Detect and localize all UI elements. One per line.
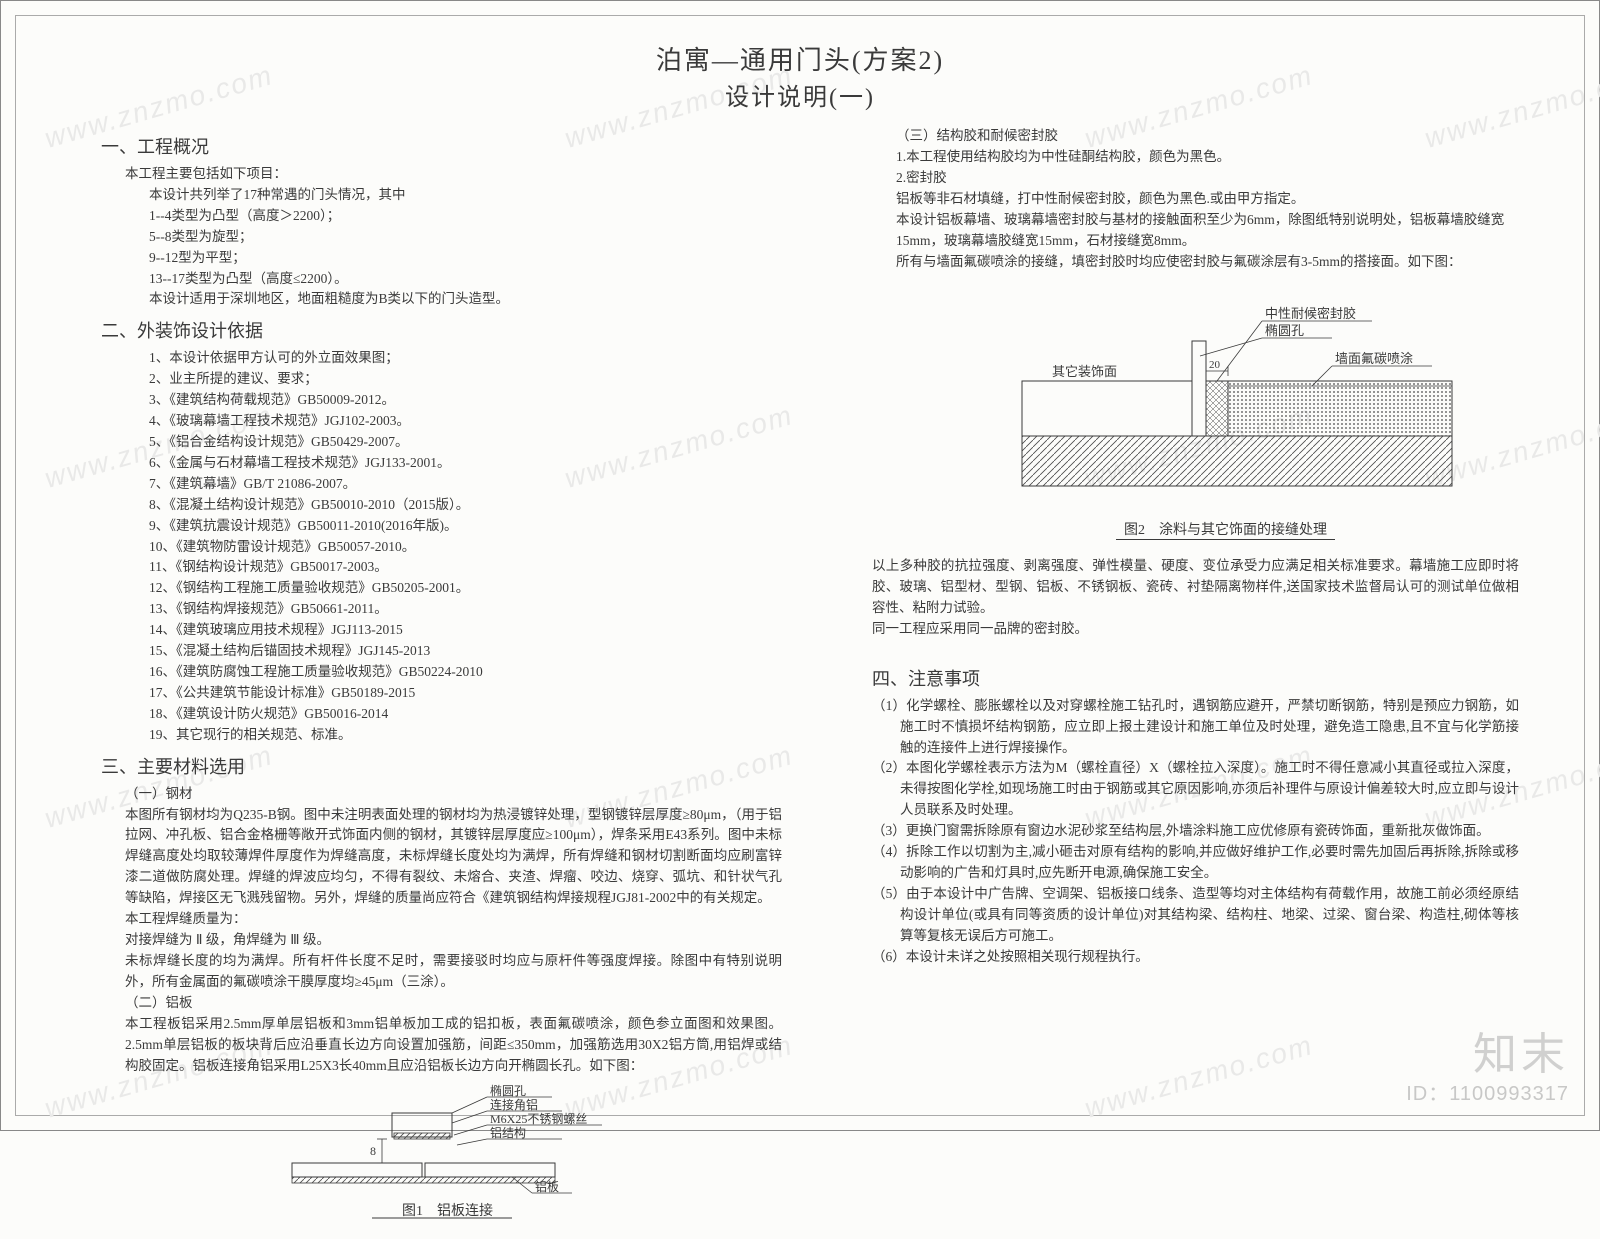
s1-line: 本设计适用于深圳地区，地面粗糙度为B类以下的门头造型。 [149,289,782,310]
s2-item: 7、《建筑幕墙》GB/T 21086-2007。 [149,474,782,495]
s3-p2: 本工程焊缝质量为： [125,909,782,930]
s4-item: （2）本图化学螺栓表示方法为M（螺栓直径）X（螺栓拉入深度）。施工时不得任意减小… [872,758,1519,821]
svg-text:墙面氟碳喷涂: 墙面氟碳喷涂 [1335,351,1413,366]
section-1-intro: 本工程主要包括如下项目： [125,164,782,185]
s2-item: 19、其它现行的相关规范、标准。 [149,725,782,746]
section-4-heading: 四、注意事项 [872,666,1519,694]
s2-item: 1、本设计依据甲方认可的外立面效果图； [149,348,782,369]
svg-text:8: 8 [370,1144,376,1158]
s3c-l1: 1.本工程使用结构胶均为中性硅酮结构胶，颜色为黑色。 [896,147,1519,168]
figure-1: 8 椭圆孔 连接角铝 M6X25不锈钢螺丝 铝结构 [262,1083,622,1233]
svg-text:中性耐候密封胶: 中性耐候密封胶 [1265,306,1356,321]
s2-item: 18、《建筑设计防火规范》GB50016-2014 [149,704,782,725]
s3c-p2: 本设计铝板幕墙、玻璃幕墙密封胶与基材的接触面积至少为6mm，除图纸特别说明处，铝… [896,210,1519,252]
s3-sub2: （二）铝板 [125,993,782,1014]
svg-text:图1 铝板连接: 图1 铝板连接 [402,1202,493,1219]
s2-item: 16、《建筑防腐蚀工程施工质量验收规范》GB50224-2010 [149,662,782,683]
s2-item: 13、《钢结构焊接规范》GB50661-2011。 [149,599,782,620]
svg-text:铝结构: 铝结构 [490,1125,526,1140]
s1-line: 1--4类型为凸型（高度＞2200）； [149,206,782,227]
svg-text:椭圆孔: 椭圆孔 [490,1083,526,1098]
section-2-heading: 二、外装饰设计依据 [101,318,782,346]
brand-watermark: 知末 ID：1100993317 [1406,1033,1569,1106]
figure-2-caption: 图2 涂料与其它饰面的接缝处理 [932,520,1519,542]
content: 泊寓—通用门头(方案2) 设计说明(一) 一、工程概况 本工程主要包括如下项目：… [1,1,1599,1233]
s3c-sub3: （三）结构胶和耐候密封胶 [896,126,1519,147]
s3-p4: 未标焊缝长度的均为满焊。所有杆件长度不足时，需要接驳时均应与原杆件等强度焊接。除… [125,951,782,993]
left-column: 一、工程概况 本工程主要包括如下项目： 本设计共列举了17种常遇的门头情况，其中… [101,126,782,1233]
s3-p5: 本工程板铝采用2.5mm厚单层铝板和3mm铝单板加工成的铝扣板，表面氟碳喷涂，颜… [125,1014,782,1077]
svg-text:其它装饰面: 其它装饰面 [1052,364,1117,379]
figure-2: 20 其它装饰面 中性耐候密封胶 椭圆孔 墙面氟碳喷涂 [1012,286,1482,506]
s3-p3: 对接焊缝为 Ⅱ 级，角焊缝为 Ⅲ 级。 [125,930,782,951]
svg-text:20: 20 [1209,359,1221,371]
s2-item: 2、业主所提的建议、要求； [149,369,782,390]
s2-item: 6、《金属与石材幕墙工程技术规范》JGJ133-2001。 [149,453,782,474]
s2-item: 14、《建筑玻璃应用技术规程》JGJ113-2015 [149,620,782,641]
s2-item: 17、《公共建筑节能设计标准》GB50189-2015 [149,683,782,704]
s2-item: 10、《建筑物防雷设计规范》GB50057-2010。 [149,537,782,558]
s4-item: （6）本设计未详之处按照相关现行规程执行。 [872,947,1519,968]
s1-line: 本设计共列举了17种常遇的门头情况，其中 [149,185,782,206]
s2-item: 3、《建筑结构荷载规范》GB50009-2012。 [149,390,782,411]
svg-text:连接角铝: 连接角铝 [490,1097,538,1112]
s1-line: 5--8类型为旋型； [149,227,782,248]
s1-line: 9--12型为平型； [149,248,782,269]
s2-item: 4、《玻璃幕墙工程技术规范》JGJ102-2003。 [149,411,782,432]
s2-item: 9、《建筑抗震设计规范》GB50011-2010(2016年版)。 [149,516,782,537]
section-4-list: （1）化学螺栓、膨胀螺栓以及对穿螺栓施工钻孔时，遇钢筋应避开，严禁切断钢筋，特别… [872,696,1519,968]
s2-item: 8、《混凝土结构设计规范》GB50010-2010（2015版）。 [149,495,782,516]
title-line2: 设计说明(一) [1,80,1599,116]
s4-item: （1）化学螺栓、膨胀螺栓以及对穿螺栓施工钻孔时，遇钢筋应避开，严禁切断钢筋，特别… [872,696,1519,759]
section-3-heading: 三、主要材料选用 [101,754,782,782]
svg-text:铝板: 铝板 [535,1179,559,1194]
columns: 一、工程概况 本工程主要包括如下项目： 本设计共列举了17种常遇的门头情况，其中… [1,116,1599,1233]
s2-item: 5、《铝合金结构设计规范》GB50429-2007。 [149,432,782,453]
s4-item: （3）更换门窗需拆除原有窗边水泥砂浆至结构层,外墙涂料施工应优修原有瓷砖饰面，重… [872,821,1519,842]
section-1-heading: 一、工程概况 [101,134,782,162]
s3c-p3: 所有与墙面氟碳喷涂的接缝，填密封胶时均应使密封胶与氟碳涂层有3-5mm的搭接面。… [896,252,1519,273]
title-block: 泊寓—通用门头(方案2) 设计说明(一) [1,1,1599,116]
svg-text:M6X25不锈钢螺丝: M6X25不锈钢螺丝 [490,1112,587,1126]
s4-item: （5）由于本设计中广告牌、空调架、铝板接口线条、造型等均对主体结构有荷载作用，故… [872,884,1519,947]
brand-id: ID：1100993317 [1406,1077,1569,1106]
s3-sub1: （一）钢材 [125,784,782,805]
s3d-p2: 同一工程应采用同一品牌的密封胶。 [872,619,1519,640]
s3d-p1: 以上多种胶的抗拉强度、剥离强度、弹性模量、硬度、变位承受力应满足相关标准要求。幕… [872,556,1519,619]
s2-item: 12、《钢结构工程施工质量验收规范》GB50205-2001。 [149,578,782,599]
s3-p1: 本图所有钢材均为Q235-B钢。图中未注明表面处理的钢材均为热浸镀锌处理，型钢镀… [125,805,782,910]
s3c-p1: 铝板等非石材填缝，打中性耐候密封胶，颜色为黑色.或由甲方指定。 [896,189,1519,210]
svg-text:椭圆孔: 椭圆孔 [1265,323,1304,338]
document-page: www.znzmo.com www.znzmo.com www.znzmo.co… [0,0,1600,1131]
s4-item: （4）拆除工作以切割为主,减小砸击对原有结构的影响,并应做好维护工作,必要时需先… [872,842,1519,884]
title-line1: 泊寓—通用门头(方案2) [1,41,1599,80]
s1-line: 13--17类型为凸型（高度≤2200）。 [149,269,782,290]
s2-item: 15、《混凝土结构后锚固技术规程》JGJ145-2013 [149,641,782,662]
s3c-l2: 2.密封胶 [896,168,1519,189]
brand-name: 知末 [1406,1033,1569,1077]
s2-item: 11、《钢结构设计规范》GB50017-2003。 [149,557,782,578]
